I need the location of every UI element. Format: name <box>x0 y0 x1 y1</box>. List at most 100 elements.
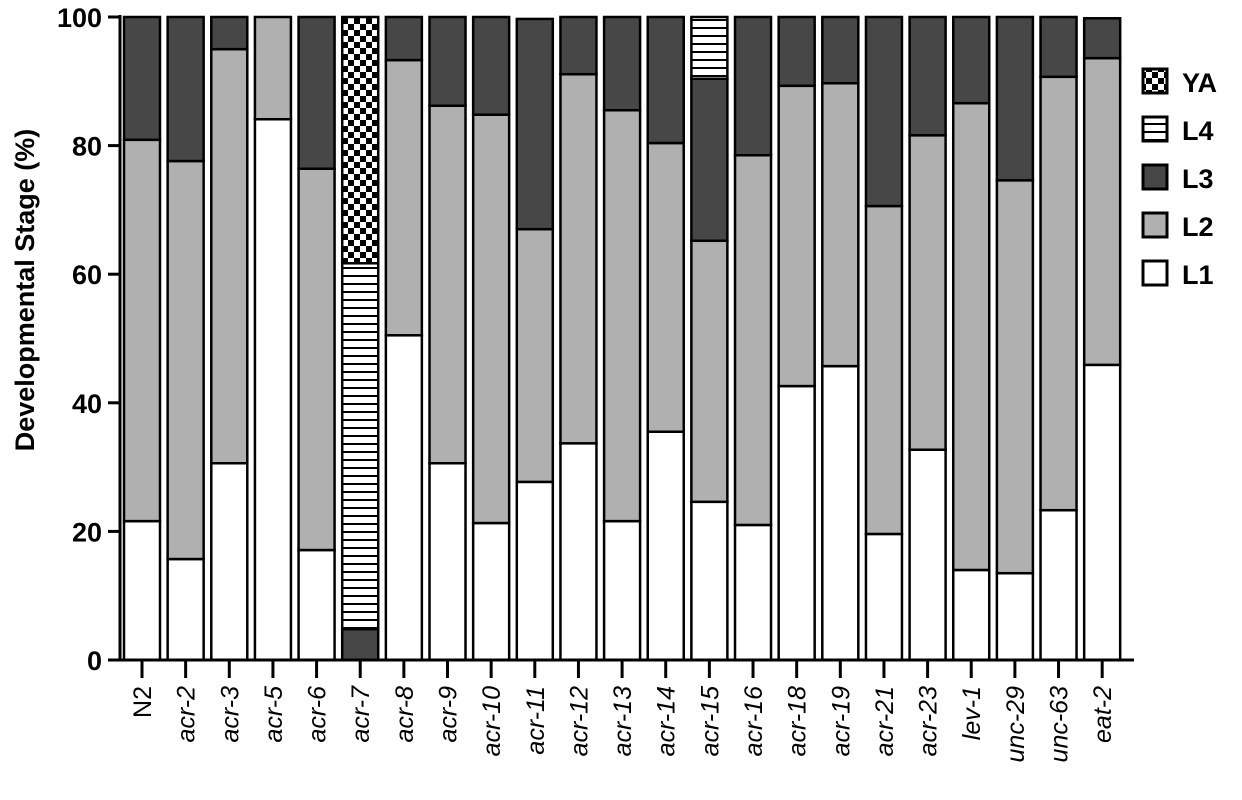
bar-segment <box>864 532 904 662</box>
bar-segment <box>602 519 642 662</box>
x-tick-label: unc-29 <box>1002 686 1030 763</box>
x-tick-label: acr-6 <box>304 686 332 743</box>
x-tick-label: acr-23 <box>915 686 943 757</box>
x-tick-label: acr-13 <box>609 686 637 757</box>
bar-segment <box>1039 15 1078 79</box>
bar-segment <box>384 58 424 337</box>
x-tick-label: acr-14 <box>653 686 681 756</box>
x-tick-label: acr-9 <box>435 686 463 743</box>
bar-segment <box>777 384 816 662</box>
bar-segment <box>646 430 685 662</box>
bar-segment <box>122 519 162 662</box>
bar-segment <box>122 138 162 523</box>
x-tick-label: N2 <box>129 686 157 718</box>
x-tick-label: acr-16 <box>740 686 768 757</box>
bar-segment <box>253 15 293 121</box>
x-tick-label: acr-7 <box>347 685 375 743</box>
legend-swatch <box>1141 115 1169 143</box>
legend-swatch <box>1141 163 1169 191</box>
bar-segment <box>821 364 860 662</box>
bar-segment <box>166 557 205 662</box>
x-tick-label: acr-8 <box>391 686 419 743</box>
bar-segment <box>515 227 555 484</box>
y-tick-label: 100 <box>57 3 102 33</box>
legend-swatch <box>1141 259 1169 287</box>
bar-segment <box>1039 508 1078 662</box>
bar-segment <box>471 113 511 525</box>
x-tick-label: lev-1 <box>958 686 986 740</box>
bar-segment <box>951 15 991 105</box>
x-tick-label: eat-2 <box>1089 686 1117 743</box>
bar-segment <box>340 15 380 265</box>
bar-segment <box>690 15 729 80</box>
bar-segment <box>951 568 991 662</box>
bar-segment <box>951 101 991 572</box>
bar-segment <box>646 141 685 433</box>
bar-segment <box>210 461 249 662</box>
bar-segment <box>515 17 555 231</box>
bar-segment <box>471 521 511 662</box>
x-tick-label: acr-15 <box>696 686 724 757</box>
bar-segment <box>210 47 249 465</box>
bar-segment <box>559 72 598 445</box>
bar-segment <box>908 448 947 662</box>
bar-segment <box>384 334 424 662</box>
bar-segment <box>297 15 336 170</box>
legend-swatch <box>1141 211 1169 239</box>
bar-segment <box>428 104 467 465</box>
bar-segment <box>1039 75 1078 512</box>
bar-segment <box>340 627 380 662</box>
bar-segment <box>253 117 293 662</box>
bar-segment <box>864 204 904 536</box>
bar-segment <box>733 153 773 527</box>
bar-segment <box>166 15 205 163</box>
bar-segment <box>690 500 729 662</box>
bar-segment <box>602 15 642 112</box>
bar-segment <box>777 84 816 388</box>
bar-segment <box>210 15 249 51</box>
y-axis-label: Developmental Stage (%) <box>10 129 40 452</box>
bar-segment <box>1082 56 1122 367</box>
bar-segment <box>646 15 685 145</box>
legend-label: L2 <box>1182 212 1214 242</box>
x-tick-label: acr-19 <box>827 686 855 757</box>
x-tick-label: acr-11 <box>522 686 550 755</box>
legend-label: L3 <box>1182 164 1214 194</box>
legend-swatch <box>1141 67 1169 95</box>
x-tick-label: acr-21 <box>871 686 899 756</box>
bar-segment <box>559 442 598 662</box>
bar-segment <box>384 15 424 62</box>
bar-segment <box>297 548 336 662</box>
bar-segment <box>821 81 860 368</box>
legend-label: YA <box>1182 68 1217 98</box>
bar-segment <box>122 15 162 142</box>
bar-segment <box>690 239 729 504</box>
bar-segment <box>995 179 1035 575</box>
bar-segment <box>908 15 947 137</box>
bar-segment <box>166 159 205 561</box>
y-tick-label: 0 <box>87 646 102 676</box>
bar-segment <box>995 571 1035 662</box>
bar-segment <box>1082 17 1122 60</box>
x-tick-label: acr-18 <box>784 686 812 757</box>
bar-segment <box>515 480 555 662</box>
x-tick-label: acr-2 <box>173 686 201 743</box>
bar-segment <box>821 15 860 85</box>
bar-segment <box>340 262 380 631</box>
bar-segment <box>908 134 947 451</box>
bar-segment <box>1082 363 1122 662</box>
bar-segment <box>297 167 336 552</box>
bar-segment <box>428 461 467 662</box>
bar-segment <box>428 15 467 107</box>
x-tick-label: unc-63 <box>1046 686 1074 763</box>
x-tick-label: acr-10 <box>478 686 506 757</box>
legend-label: L4 <box>1182 116 1214 146</box>
x-tick-label: acr-12 <box>565 686 593 757</box>
bar-segment <box>559 15 598 76</box>
y-tick-label: 60 <box>72 260 102 290</box>
bar-segment <box>690 77 729 243</box>
y-tick-label: 40 <box>72 389 102 419</box>
legend-label: L1 <box>1182 260 1214 290</box>
y-tick-label: 80 <box>72 132 102 162</box>
